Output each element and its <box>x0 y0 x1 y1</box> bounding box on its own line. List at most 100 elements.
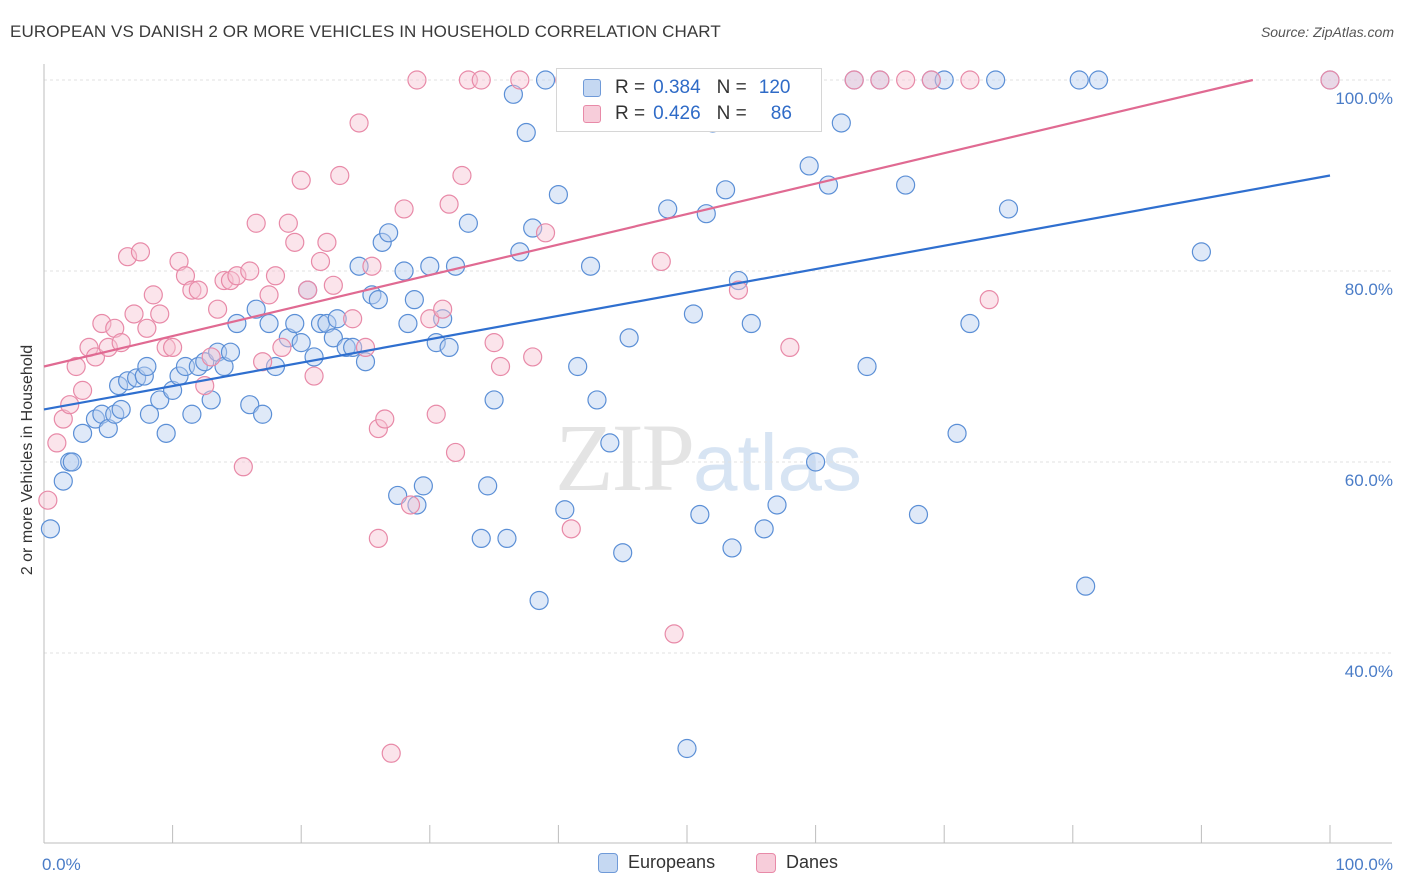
data-point <box>265 266 286 286</box>
data-point <box>445 256 466 276</box>
data-point <box>1076 576 1096 596</box>
data-point <box>98 418 118 439</box>
data-point <box>523 218 543 238</box>
data-point <box>651 251 671 272</box>
data-point <box>108 376 129 396</box>
data-point <box>368 290 388 310</box>
data-point <box>407 70 427 90</box>
data-point <box>896 175 916 195</box>
data-point <box>484 390 504 410</box>
data-point <box>1320 70 1340 90</box>
data-point <box>375 409 395 429</box>
y-tick-label: 80.0% <box>1345 280 1393 299</box>
watermark: ZIPatlas <box>555 402 862 513</box>
data-point <box>240 395 260 415</box>
legend-n-label: N = <box>716 103 747 124</box>
data-point <box>394 261 414 281</box>
data-point <box>619 328 639 348</box>
data-point <box>805 452 826 472</box>
data-point <box>471 528 491 549</box>
data-point <box>227 266 247 286</box>
data-point <box>182 404 202 424</box>
series-legend: Europeans Danes <box>0 852 1406 876</box>
data-point <box>722 538 742 558</box>
data-point <box>484 333 504 353</box>
danes-swatch <box>583 105 601 123</box>
data-point <box>568 356 588 377</box>
data-point <box>285 232 305 252</box>
data-point <box>214 270 234 291</box>
stats-legend: R = 0.384 N = 120 R = 0.426 N = 86 <box>556 68 822 132</box>
data-point <box>754 519 774 539</box>
data-point <box>233 457 253 477</box>
data-point <box>291 333 311 353</box>
data-point <box>690 504 710 525</box>
data-point <box>413 476 433 496</box>
data-point <box>285 313 305 334</box>
data-point <box>246 213 266 233</box>
legend-n-label: N = <box>716 77 747 98</box>
y-tick-label: 40.0% <box>1345 662 1393 681</box>
data-point <box>445 442 466 463</box>
data-point <box>420 309 440 329</box>
data-point <box>310 251 331 272</box>
data-point <box>272 337 292 357</box>
data-point <box>452 165 472 186</box>
data-point <box>831 113 851 133</box>
chart-title: EUROPEAN VS DANISH 2 OR MORE VEHICLES IN… <box>10 22 721 41</box>
data-point <box>503 84 523 104</box>
data-point <box>253 404 273 424</box>
data-point <box>72 423 93 443</box>
data-point <box>728 280 749 300</box>
data-point <box>767 495 787 515</box>
data-point <box>780 337 800 357</box>
legend-r-value: 0.384 <box>653 77 701 98</box>
tick-labels: 40.0% 60.0% 80.0% 100.0% 0.0% 100.0% <box>42 89 1393 874</box>
data-point <box>117 247 138 267</box>
y-axis-label: 2 or more Vehicles in Household <box>19 344 36 576</box>
data-point <box>407 495 427 515</box>
europeans-trend-line <box>43 174 1331 411</box>
data-point <box>986 70 1006 90</box>
data-point <box>92 313 112 334</box>
legend-r-label: R = <box>615 103 646 124</box>
data-point <box>323 275 343 295</box>
data-point <box>111 399 131 420</box>
data-point <box>163 337 183 357</box>
data-point <box>960 70 980 90</box>
data-point <box>471 70 491 90</box>
data-point <box>478 476 498 496</box>
data-point <box>182 280 202 300</box>
data-point <box>355 337 376 357</box>
data-point <box>439 337 459 357</box>
data-point <box>1069 70 1089 90</box>
data-point <box>683 304 704 324</box>
data-point <box>40 519 61 539</box>
data-point <box>1088 70 1109 90</box>
data-point <box>998 199 1019 219</box>
data-point <box>613 543 633 563</box>
data-point <box>304 347 324 367</box>
data-point <box>439 194 459 214</box>
europeans-legend-swatch <box>598 852 618 873</box>
source-label: Source: ZipAtlas.com <box>1260 24 1394 40</box>
data-point <box>1191 242 1212 262</box>
data-point <box>677 738 697 759</box>
data-point <box>535 223 556 243</box>
data-point <box>587 390 607 410</box>
y-tick-label: 60.0% <box>1345 471 1393 490</box>
data-point <box>240 261 260 281</box>
data-point <box>150 304 170 324</box>
data-point <box>304 366 324 386</box>
data-point <box>156 423 176 443</box>
data-point <box>298 280 318 300</box>
legend-item-europeans[interactable]: Europeans <box>598 852 715 873</box>
europeans-points <box>40 70 1340 759</box>
data-point <box>426 404 446 424</box>
legend-item-danes[interactable]: Danes <box>756 852 838 873</box>
data-point <box>317 313 337 334</box>
watermark-zip: ZIP <box>555 404 695 511</box>
data-point <box>336 337 356 357</box>
data-point <box>600 433 620 453</box>
data-point <box>47 433 67 453</box>
